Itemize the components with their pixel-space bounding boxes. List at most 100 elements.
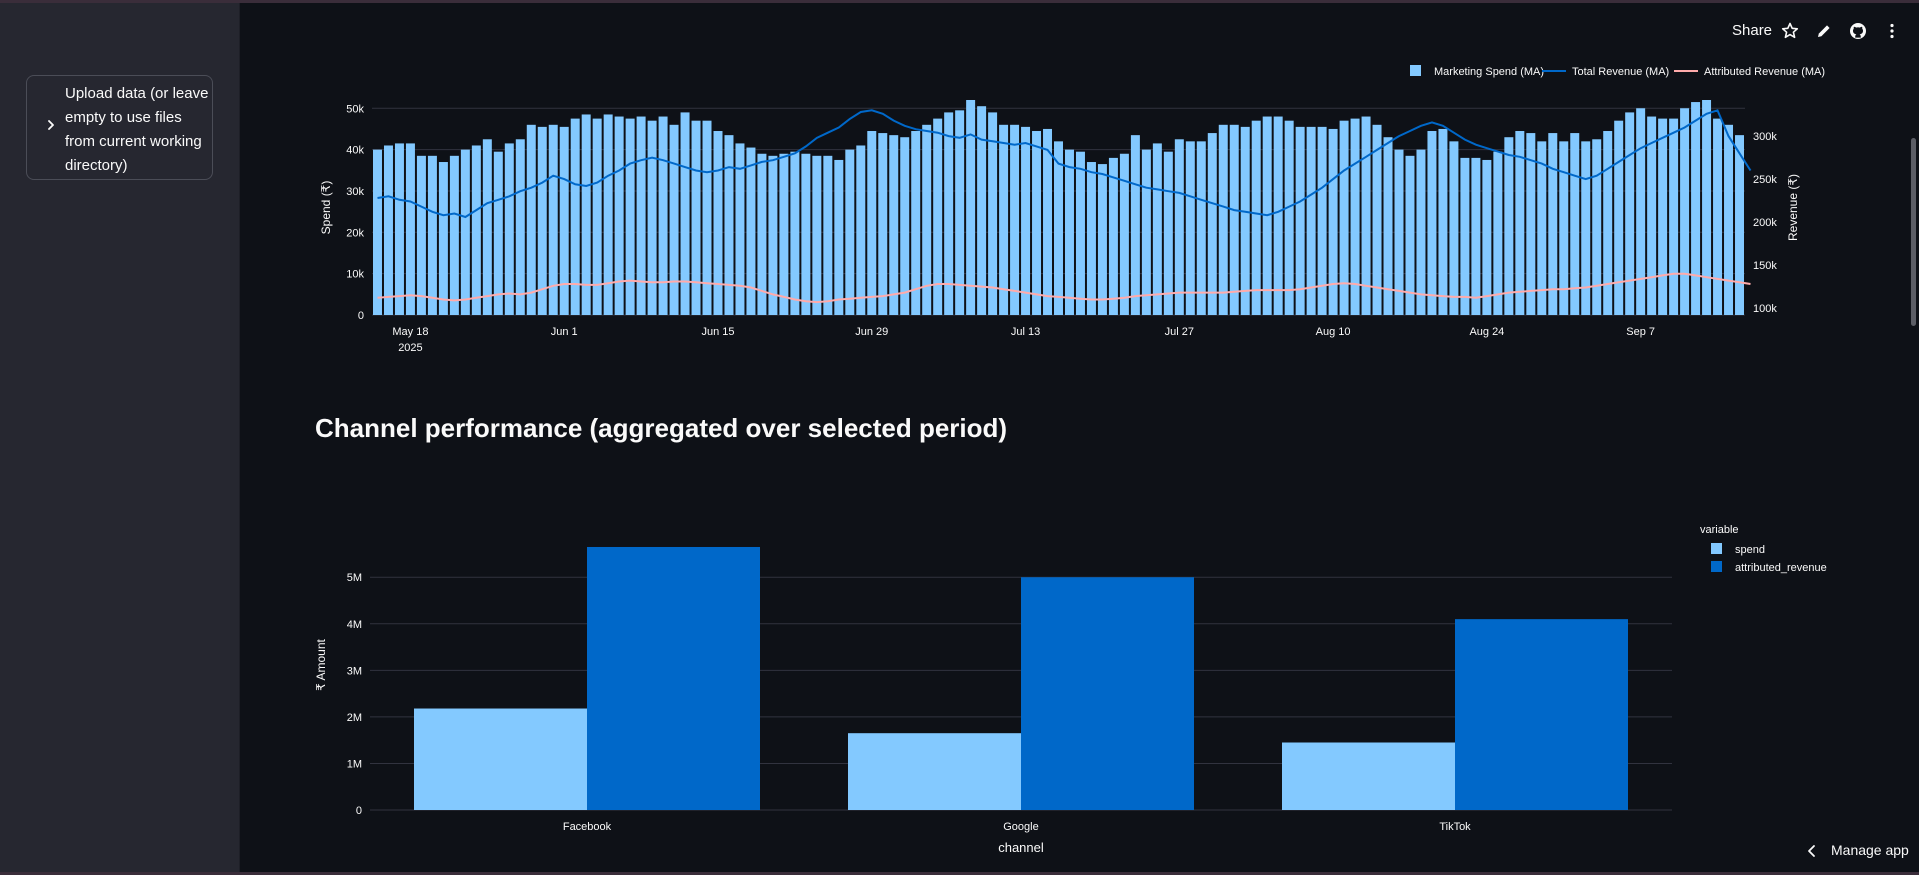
spend-bar	[988, 112, 998, 316]
spend-bar	[779, 153, 789, 315]
spend-bar	[647, 120, 657, 315]
x-year-label: 2025	[398, 342, 422, 354]
spend-bar	[1625, 112, 1635, 316]
x-tick-label: Jun 15	[701, 326, 734, 338]
spend-bar	[1339, 120, 1349, 315]
manage-app-label: Manage app	[1831, 842, 1909, 858]
spend-bar	[1702, 100, 1712, 315]
spend-bar	[548, 124, 558, 315]
channel-performance-chart: Facebook Google TikTok 0 1M 2M 3M 4M 5M channel ₹ …	[314, 524, 1827, 855]
spend-bar	[1196, 141, 1206, 315]
y-tick-label: 4M	[347, 619, 362, 631]
spend-bar	[1449, 141, 1459, 315]
upload-data-expander[interactable]: Upload data (or leave empty to use files…	[26, 75, 213, 180]
spend-bar	[757, 153, 767, 315]
spend-bar	[856, 145, 866, 315]
spend-bar	[625, 118, 635, 315]
chevron-right-icon	[48, 120, 54, 130]
more-vertical-icon[interactable]	[1882, 21, 1902, 41]
spend-bar	[999, 124, 1009, 315]
spend-bar	[1119, 153, 1129, 315]
spend-bar	[1592, 139, 1602, 315]
spend-bar	[900, 137, 910, 315]
spend-bar	[460, 149, 470, 315]
spend-bar-google	[848, 733, 1021, 810]
x-axis-label: channel	[998, 840, 1044, 855]
spend-bar	[1152, 143, 1162, 315]
spend-bar	[1054, 141, 1063, 315]
y-axis-label: Spend (₹)	[319, 181, 333, 235]
spend-bar	[955, 110, 965, 315]
spend-bar	[636, 116, 646, 316]
star-icon[interactable]	[1780, 21, 1800, 41]
spend-bar	[482, 139, 492, 315]
spend-bar	[790, 151, 800, 315]
spend-bar	[1032, 131, 1042, 315]
legend-item-attributed-revenue-ma[interactable]: Attributed Revenue (MA)	[1674, 66, 1825, 78]
legend-swatch	[1410, 65, 1421, 76]
page-scrollbar-thumb[interactable]	[1911, 138, 1916, 326]
spend-bar	[1317, 126, 1327, 315]
spend-bar	[1669, 118, 1679, 315]
spend-bar	[1251, 120, 1261, 315]
spend-bar	[768, 155, 778, 315]
github-icon[interactable]	[1848, 21, 1868, 41]
spend-bar	[801, 153, 811, 315]
spend-bar-tiktok	[1282, 742, 1455, 810]
spend-bar	[526, 124, 536, 315]
legend-label: attributed_revenue	[1735, 562, 1827, 574]
spend-bar	[1405, 155, 1415, 315]
share-button[interactable]: Share	[1732, 22, 1773, 39]
spend-bar	[1284, 120, 1294, 315]
spend-revenue-timeseries-chart: 0 10k 20k 30k 40k 50k 100k 150k 200k 250k 300k May …	[319, 65, 1825, 354]
spend-bar	[1185, 141, 1195, 315]
spend-bar	[394, 143, 404, 315]
legend-item-total-revenue-ma[interactable]: Total Revenue (MA)	[1542, 66, 1669, 78]
x-tick-label: Jun 29	[855, 326, 888, 338]
spend-bar	[1482, 159, 1492, 315]
spend-bar	[1064, 149, 1074, 315]
spend-bar	[493, 151, 503, 315]
legend-item-marketing-spend-ma[interactable]: Marketing Spend (MA)	[1410, 65, 1544, 78]
y-tick-label: 5M	[347, 572, 362, 584]
spend-bar	[1471, 157, 1481, 315]
spend-bar	[504, 143, 514, 315]
y-tick-label: 10k	[346, 269, 364, 281]
spend-bar	[1691, 102, 1701, 315]
spend-bar	[1130, 135, 1140, 315]
spend-bar	[1141, 149, 1151, 315]
spend-bar	[1680, 108, 1690, 315]
spend-bar	[1647, 116, 1657, 316]
spend-bar	[735, 143, 745, 315]
spend-bar	[1372, 124, 1382, 315]
legend-item-attributed-revenue[interactable]: attributed_revenue	[1711, 561, 1827, 574]
x-tick-label: Jul 27	[1165, 326, 1194, 338]
spend-bar	[1240, 126, 1250, 315]
spend-bar	[1229, 124, 1239, 315]
spend-bar	[1306, 126, 1316, 315]
spend-bar	[1493, 151, 1503, 315]
legend-item-spend[interactable]: spend	[1711, 543, 1765, 556]
spend-bar	[614, 116, 624, 316]
spend-bar	[405, 143, 415, 315]
spend-bar	[427, 155, 437, 315]
y-tick-label: 2M	[347, 712, 362, 724]
sidebar: Upload data (or leave empty to use files…	[0, 3, 240, 872]
spend-bar	[1361, 116, 1371, 316]
x-tick-label: May 18	[392, 326, 428, 338]
spend-bar	[911, 131, 921, 315]
spend-bar	[724, 135, 734, 315]
spend-bar	[1658, 118, 1668, 315]
spend-bar	[691, 120, 701, 315]
spend-bar	[1713, 118, 1723, 315]
spend-bar	[1295, 126, 1305, 315]
y-tick-label: 0	[356, 805, 362, 817]
spend-bar	[1108, 157, 1118, 315]
spend-bar	[878, 133, 888, 315]
y2-tick-label: 300k	[1753, 131, 1777, 143]
spend-bar	[834, 159, 844, 315]
edit-pencil-icon[interactable]	[1814, 21, 1834, 41]
spend-bar	[1526, 133, 1536, 315]
spend-bar	[449, 155, 459, 315]
spend-bar	[1581, 141, 1591, 315]
